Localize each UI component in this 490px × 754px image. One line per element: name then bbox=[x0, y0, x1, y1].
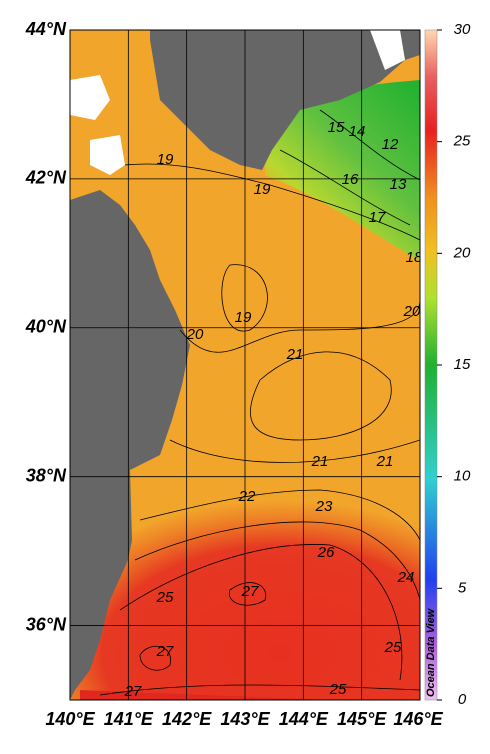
contour-line bbox=[119, 544, 403, 681]
contour-label: 20 bbox=[186, 326, 204, 343]
x-tick-label: 141°E bbox=[104, 709, 154, 729]
contour-label: 25 bbox=[384, 639, 402, 656]
contour-line bbox=[99, 684, 420, 696]
contour-label: 25 bbox=[329, 681, 347, 698]
contour-label: 19 bbox=[254, 181, 271, 198]
y-tick-label: 44°N bbox=[25, 19, 67, 39]
colorbar-label: 10 bbox=[454, 468, 471, 485]
no-data bbox=[370, 30, 405, 70]
contour-label: 14 bbox=[349, 123, 366, 140]
colorbar-label: 5 bbox=[458, 579, 467, 596]
contour-label: 13 bbox=[390, 176, 407, 193]
colorbar-label: 30 bbox=[454, 21, 471, 38]
y-tick-label: 36°N bbox=[26, 614, 67, 634]
contour-line bbox=[169, 439, 420, 463]
contours bbox=[99, 109, 420, 696]
contour-line bbox=[279, 149, 411, 226]
contour-label: 20 bbox=[403, 303, 421, 320]
contour-line bbox=[139, 489, 420, 541]
warm-water bbox=[80, 690, 330, 700]
colorbar bbox=[424, 29, 438, 701]
contour-label: 12 bbox=[382, 136, 399, 153]
colorbar-label: 20 bbox=[453, 244, 471, 261]
contour-label: 25 bbox=[156, 589, 174, 606]
y-tick-label: 42°N bbox=[25, 168, 67, 188]
contour-label: 19 bbox=[235, 309, 252, 326]
cold-water bbox=[265, 80, 420, 260]
contour-label: 27 bbox=[156, 643, 174, 660]
contour-label: 26 bbox=[317, 544, 335, 561]
x-tick-label: 145°E bbox=[337, 709, 387, 729]
contour-line bbox=[179, 299, 420, 353]
contour-line bbox=[139, 646, 172, 671]
contour-label: 24 bbox=[397, 569, 415, 586]
no-data bbox=[70, 75, 110, 120]
contour-label: 21 bbox=[311, 453, 329, 470]
colorbar-label: 0 bbox=[458, 691, 467, 708]
contour-label: 27 bbox=[241, 583, 259, 600]
colorbar-label: 15 bbox=[454, 356, 471, 373]
x-tick-label: 143°E bbox=[220, 709, 270, 729]
x-tick-label: 142°E bbox=[162, 709, 212, 729]
x-tick-label: 144°E bbox=[279, 709, 329, 729]
contour-line bbox=[319, 109, 420, 181]
land bbox=[150, 30, 420, 170]
land bbox=[70, 190, 190, 700]
contour-label: 27 bbox=[124, 683, 142, 700]
contour-line bbox=[124, 163, 420, 241]
contour-label: 23 bbox=[315, 498, 333, 515]
contour-label: 15 bbox=[328, 119, 345, 136]
no-data bbox=[90, 135, 125, 175]
contour-line bbox=[134, 521, 420, 601]
contour-label: 21 bbox=[286, 346, 304, 363]
contour-label: 22 bbox=[238, 488, 256, 505]
contour-label: 17 bbox=[369, 209, 386, 226]
contour-label: 21 bbox=[376, 453, 394, 470]
contour-label: 18 bbox=[406, 249, 423, 266]
contour-label: 19 bbox=[157, 151, 174, 168]
watermark: Ocean Data View bbox=[425, 607, 437, 697]
colorbar-label: 25 bbox=[453, 133, 471, 150]
y-tick-label: 38°N bbox=[26, 465, 67, 485]
y-tick-label: 40°N bbox=[25, 317, 67, 337]
x-tick-label: 146°E bbox=[393, 709, 443, 729]
contour-line bbox=[221, 264, 268, 332]
contour-line bbox=[250, 351, 392, 441]
contour-label: 16 bbox=[342, 171, 359, 188]
x-tick-label: 140°E bbox=[45, 709, 95, 729]
